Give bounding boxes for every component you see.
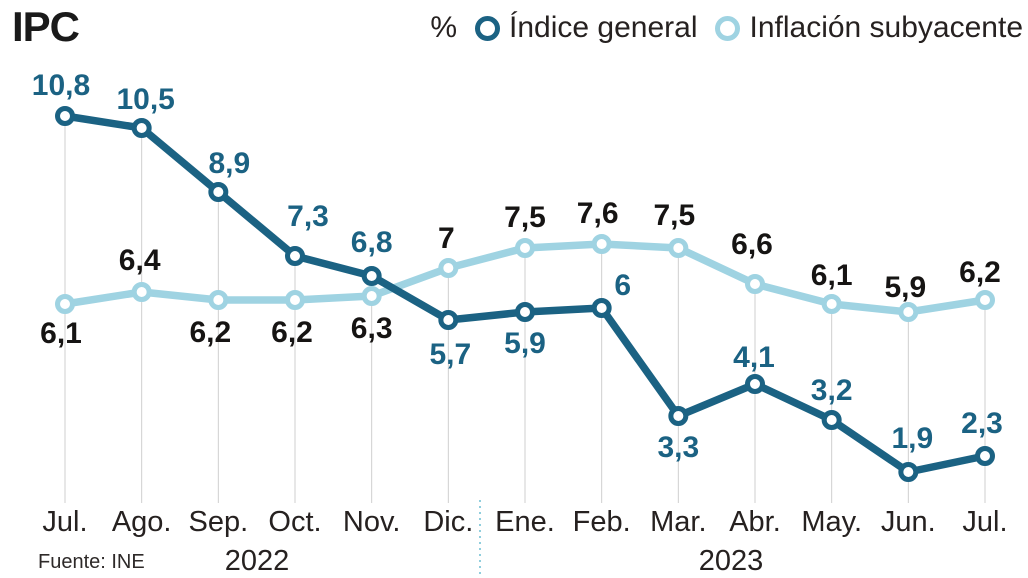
- data-point-marker: [438, 310, 459, 330]
- month-axis-label: Jun.: [881, 506, 936, 538]
- data-point-marker: [745, 274, 765, 294]
- data-point-marker: [515, 238, 535, 258]
- data-point-marker: [285, 290, 305, 310]
- month-axis-label: Jul.: [42, 506, 87, 538]
- data-point-label: 7: [438, 222, 455, 255]
- data-point-marker: [131, 118, 152, 138]
- data-point-label: 6,1: [811, 259, 853, 292]
- data-point-label: 6,3: [351, 312, 393, 345]
- data-point-label: 5,7: [429, 338, 471, 371]
- data-point-marker: [591, 298, 612, 318]
- data-point-marker: [208, 182, 229, 202]
- data-point-label: 10,8: [32, 69, 90, 102]
- month-axis-label: Abr.: [729, 506, 781, 538]
- data-point-label: 7,5: [653, 199, 695, 232]
- month-axis-label: Ago.: [112, 506, 172, 538]
- month-axis-label: Ene.: [495, 506, 555, 538]
- data-point-marker: [745, 374, 765, 394]
- data-point-marker: [821, 294, 842, 314]
- data-point-label: 5,9: [884, 271, 926, 304]
- legend-item-inflacion-subyacente: Inflación subyacente: [715, 11, 1023, 45]
- data-point-label: 8,9: [208, 147, 250, 180]
- data-point-label: 3,3: [657, 431, 699, 464]
- year-axis-label: 2023: [699, 545, 764, 577]
- year-axis-label: 2022: [225, 545, 290, 577]
- data-point-marker: [898, 302, 919, 322]
- data-point-marker: [361, 286, 382, 306]
- data-point-label: 6,6: [731, 228, 773, 261]
- series-marker-icon: [715, 15, 741, 41]
- data-point-marker: [285, 246, 305, 266]
- data-point-marker: [975, 290, 995, 310]
- month-axis-label: Jul.: [962, 506, 1007, 538]
- source-label: Fuente: INE: [38, 551, 145, 573]
- data-point-marker: [131, 282, 152, 302]
- data-point-marker: [668, 238, 689, 258]
- data-point-marker: [668, 406, 689, 426]
- month-axis-label: Mar.: [650, 506, 706, 538]
- month-axis-label: Sep.: [188, 506, 248, 538]
- month-axis-label: Oct.: [268, 506, 321, 538]
- month-axis-label: Dic.: [423, 506, 473, 538]
- legend-item-indice-general: Índice general: [475, 11, 697, 45]
- data-point-label: 7,5: [504, 201, 546, 234]
- month-axis-label: Nov.: [343, 506, 400, 538]
- data-point-marker: [515, 302, 535, 322]
- data-point-label: 6,1: [40, 317, 82, 350]
- data-point-marker: [591, 234, 612, 254]
- data-point-marker: [361, 266, 382, 286]
- data-point-marker: [55, 294, 75, 314]
- legend-label-indice-general: Índice general: [509, 11, 698, 44]
- series-marker-icon: [475, 15, 501, 41]
- month-axis-label: May.: [801, 506, 862, 538]
- data-point-label: 6,2: [271, 316, 313, 349]
- data-point-label: 6: [614, 269, 631, 302]
- data-point-label: 10,5: [116, 83, 174, 116]
- data-point-label: 6,4: [119, 244, 161, 277]
- data-point-marker: [821, 410, 842, 430]
- data-point-marker: [438, 258, 459, 278]
- data-point-label: 6,2: [189, 316, 231, 349]
- data-point-label: 6,2: [959, 256, 1001, 289]
- data-point-label: 4,1: [733, 341, 775, 374]
- data-point-marker: [975, 446, 995, 466]
- data-point-label: 7,6: [577, 197, 619, 230]
- data-point-label: 2,3: [961, 407, 1003, 440]
- legend: % Índice general Inflación subyacente: [430, 11, 1023, 45]
- data-point-marker: [898, 462, 919, 482]
- percent-unit-label: %: [430, 11, 458, 44]
- data-point-label: 5,9: [504, 327, 546, 360]
- data-point-label: 3,2: [811, 374, 853, 407]
- data-point-label: 1,9: [891, 422, 933, 455]
- month-axis-label: Feb.: [573, 506, 631, 538]
- data-point-label: 7,3: [287, 200, 329, 233]
- data-point-label: 6,8: [351, 226, 393, 259]
- data-point-marker: [208, 290, 229, 310]
- data-point-marker: [55, 106, 75, 126]
- legend-label-inflacion-subyacente: Inflación subyacente: [749, 11, 1023, 44]
- chart-title: IPC: [12, 3, 80, 50]
